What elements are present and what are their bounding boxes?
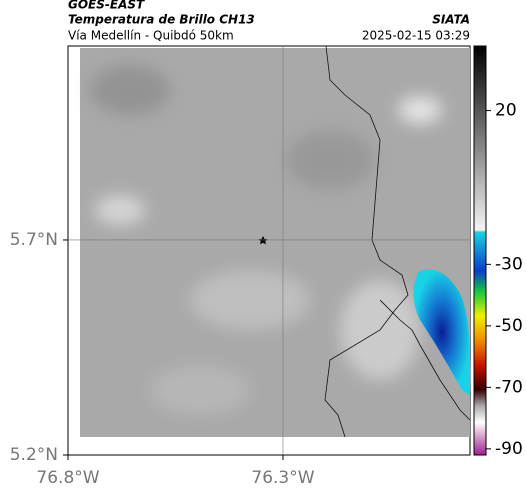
colorbar-tick-label: -30 <box>495 254 523 274</box>
x-tick-label: 76.8°W <box>36 468 99 488</box>
y-tick-label: 5.2°N <box>10 445 58 465</box>
colorbar <box>473 45 487 456</box>
timestamp: 2025-02-15 03:29 <box>362 29 470 43</box>
x-tick-label: 76.3°W <box>251 468 314 488</box>
subtitle: Vía Medellín - Quibdó 50km <box>68 29 234 43</box>
source: GOES-EAST <box>68 0 145 12</box>
imagery <box>80 45 471 438</box>
title: Temperatura de Brillo CH13 <box>68 13 255 27</box>
colorbar-tick-label: -70 <box>495 377 523 397</box>
agency: SIATA <box>432 13 470 27</box>
colorbar-tick-label: 20 <box>495 101 517 121</box>
colorbar-tick-label: -50 <box>495 316 523 336</box>
colorbar-tick-label: -90 <box>495 439 523 459</box>
y-tick-label: 5.7°N <box>10 230 58 250</box>
